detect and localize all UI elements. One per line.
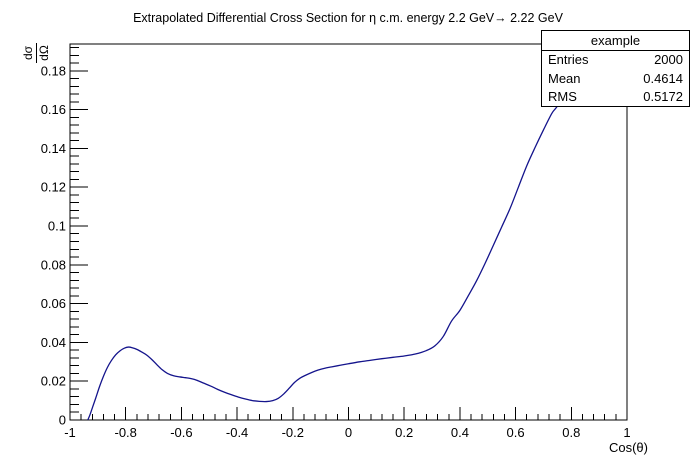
x-tick-label: -0.8 bbox=[114, 425, 136, 440]
y-tick-label: 0 bbox=[59, 413, 66, 428]
x-tick-label: 0.8 bbox=[562, 425, 580, 440]
y-axis-title-numerator: dσ bbox=[21, 45, 35, 61]
plot-title: Extrapolated Differential Cross Section … bbox=[133, 11, 563, 25]
y-tick-label: 0.1 bbox=[48, 218, 66, 233]
y-axis-title: dσ dΩ bbox=[21, 38, 51, 68]
x-tick-label: -1 bbox=[64, 425, 76, 440]
y-tick-label: 0.04 bbox=[41, 335, 66, 350]
stats-row: RMS 0.5172 bbox=[542, 88, 689, 107]
x-tick-label: 0.2 bbox=[395, 425, 413, 440]
stats-box-rows: Entries 2000 Mean 0.4614 RMS 0.5172 bbox=[542, 51, 689, 107]
y-axis-title-denominator: dΩ bbox=[36, 45, 51, 61]
x-tick-label: 0 bbox=[345, 425, 352, 440]
y-tick-label: 0.18 bbox=[41, 63, 66, 78]
stats-row-label: RMS bbox=[548, 89, 577, 105]
y-tick-label: 0.16 bbox=[41, 102, 66, 117]
y-tick-label: 0.08 bbox=[41, 257, 66, 272]
stats-row: Mean 0.4614 bbox=[542, 70, 689, 89]
x-tick-label: -0.2 bbox=[282, 425, 304, 440]
x-tick-label: -0.6 bbox=[170, 425, 192, 440]
stats-row-value: 0.5172 bbox=[643, 89, 683, 105]
cross-section-curve bbox=[87, 43, 628, 421]
x-tick-label: 1 bbox=[623, 425, 630, 440]
y-tick-label: 0.14 bbox=[41, 141, 66, 156]
x-tick-label: -0.4 bbox=[226, 425, 248, 440]
x-tick-label: 0.6 bbox=[507, 425, 525, 440]
y-tick-label: 0.06 bbox=[41, 296, 66, 311]
x-axis-title: Cos(θ) bbox=[608, 440, 648, 455]
stats-box-title: example bbox=[542, 31, 689, 51]
y-tick-label: 0.02 bbox=[41, 374, 66, 389]
stats-row-label: Mean bbox=[548, 70, 581, 86]
stats-row: Entries 2000 bbox=[542, 51, 689, 70]
stats-box: example Entries 2000 Mean 0.4614 RMS 0.5… bbox=[541, 30, 690, 107]
stats-row-value: 0.4614 bbox=[643, 70, 683, 86]
stats-row-value: 2000 bbox=[654, 52, 683, 67]
y-tick-label: 0.12 bbox=[41, 180, 66, 195]
stats-row-label: Entries bbox=[548, 52, 589, 67]
x-tick-label: 0.4 bbox=[451, 425, 469, 440]
